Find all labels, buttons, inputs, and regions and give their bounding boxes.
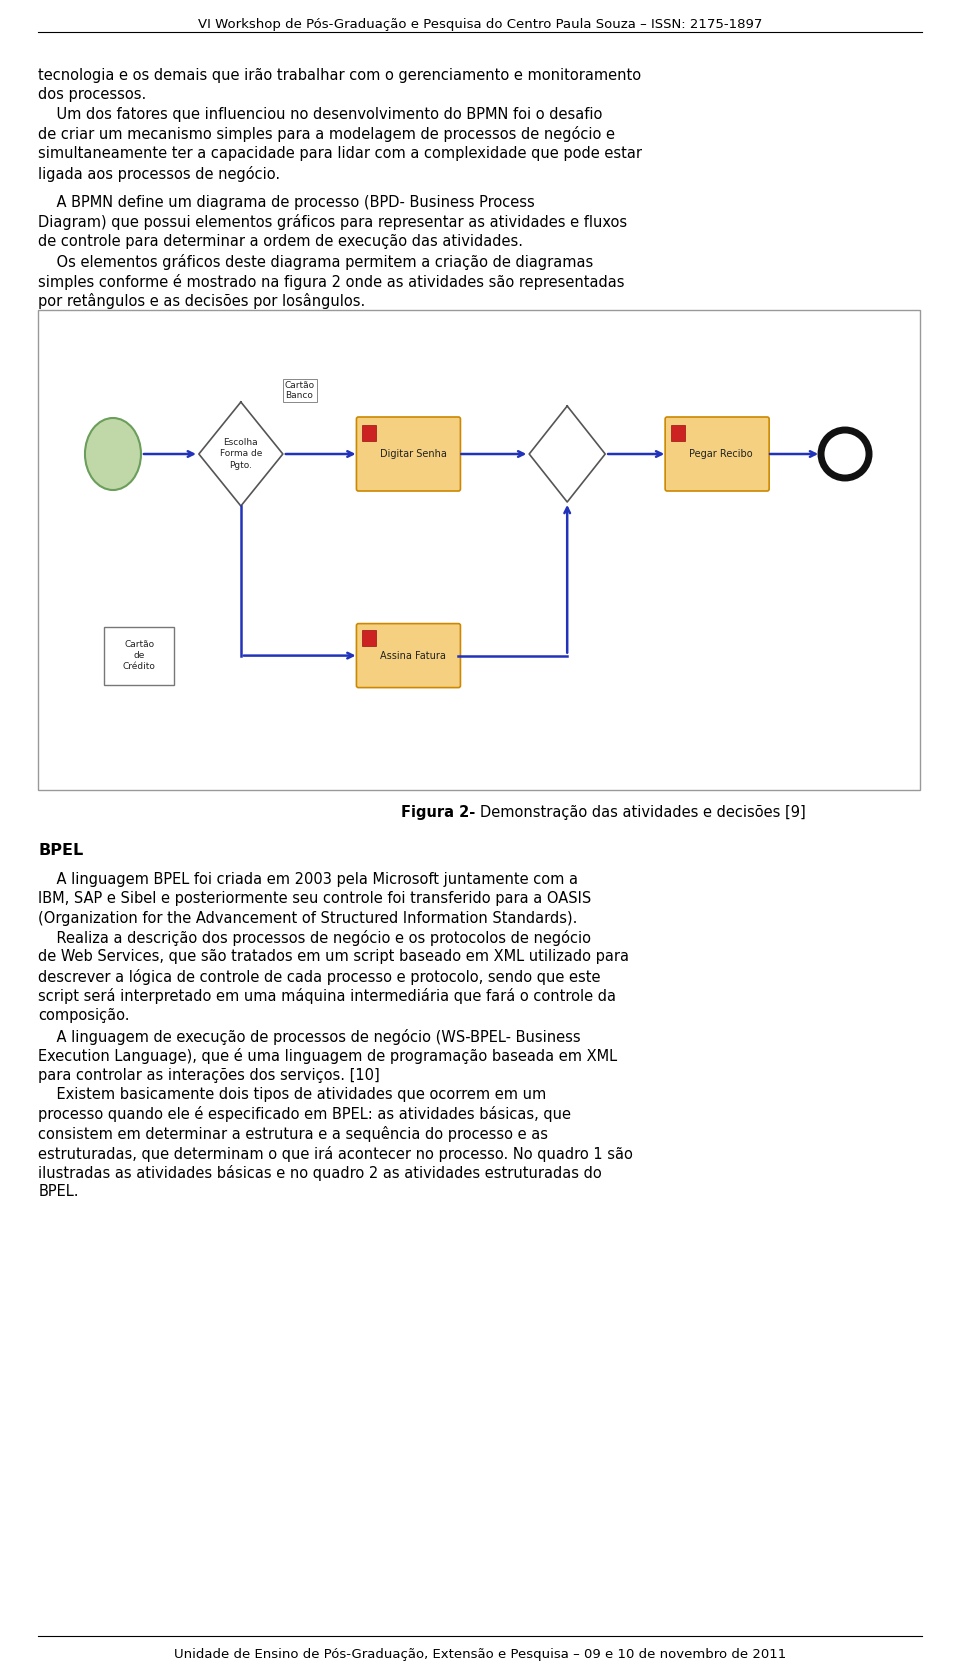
Text: Cartão
Banco: Cartão Banco [285, 381, 315, 399]
Text: dos processos.: dos processos. [38, 87, 147, 102]
Text: Os elementos gráficos deste diagrama permitem a criação de diagramas: Os elementos gráficos deste diagrama per… [38, 253, 593, 270]
FancyBboxPatch shape [363, 425, 376, 441]
Text: A linguagem de execução de processos de negócio (WS-BPEL- Business: A linguagem de execução de processos de … [38, 1029, 581, 1045]
FancyBboxPatch shape [105, 626, 175, 685]
FancyBboxPatch shape [363, 629, 376, 646]
Polygon shape [529, 406, 605, 502]
Text: de controle para determinar a ordem de execução das atividades.: de controle para determinar a ordem de e… [38, 233, 523, 248]
Text: Um dos fatores que influenciou no desenvolvimento do BPMN foi o desafio: Um dos fatores que influenciou no desenv… [38, 107, 603, 122]
Text: estruturadas, que determinam o que irá acontecer no processo. No quadro 1 são: estruturadas, que determinam o que irá a… [38, 1146, 634, 1161]
Text: tecnologia e os demais que irão trabalhar com o gerenciamento e monitoramento: tecnologia e os demais que irão trabalha… [38, 69, 641, 82]
Text: Figura 2-: Figura 2- [400, 805, 480, 821]
Text: Digitar Senha: Digitar Senha [380, 450, 447, 460]
Text: Execution Language), que é uma linguagem de programação baseada em XML: Execution Language), que é uma linguagem… [38, 1049, 617, 1064]
Text: BPEL.: BPEL. [38, 1185, 79, 1200]
Text: Demonstração das atividades e decisões [9]: Demonstração das atividades e decisões [… [480, 805, 805, 821]
Text: Diagram) que possui elementos gráficos para representar as atividades e fluxos: Diagram) que possui elementos gráficos p… [38, 215, 628, 230]
Text: ligada aos processos de negócio.: ligada aos processos de negócio. [38, 166, 280, 181]
Text: processo quando ele é especificado em BPEL: as atividades básicas, que: processo quando ele é especificado em BP… [38, 1106, 571, 1123]
Text: VI Workshop de Pós-Graduação e Pesquisa do Centro Paula Souza – ISSN: 2175-1897: VI Workshop de Pós-Graduação e Pesquisa … [198, 18, 762, 30]
Text: consistem em determinar a estrutura e a sequência do processo e as: consistem em determinar a estrutura e a … [38, 1126, 548, 1143]
Text: Assina Fatura: Assina Fatura [380, 651, 446, 661]
Text: por retângulos e as decisões por losângulos.: por retângulos e as decisões por losângu… [38, 294, 366, 309]
Text: para controlar as interações dos serviços. [10]: para controlar as interações dos serviço… [38, 1067, 380, 1082]
Text: de criar um mecanismo simples para a modelagem de processos de negócio e: de criar um mecanismo simples para a mod… [38, 126, 615, 143]
FancyBboxPatch shape [356, 418, 461, 492]
Text: A linguagem BPEL foi criada em 2003 pela Microsoft juntamente com a: A linguagem BPEL foi criada em 2003 pela… [38, 873, 578, 888]
Text: Pegar Recibo: Pegar Recibo [689, 450, 753, 460]
Ellipse shape [85, 418, 141, 490]
Ellipse shape [821, 430, 869, 478]
Text: IBM, SAP e Sibel e posteriormente seu controle foi transferido para a OASIS: IBM, SAP e Sibel e posteriormente seu co… [38, 891, 591, 906]
Text: script será interpretado em uma máquina intermediária que fará o controle da: script será interpretado em uma máquina … [38, 988, 616, 1005]
Text: Escolha
Forma de
Pgto.: Escolha Forma de Pgto. [220, 438, 262, 470]
Text: simples conforme é mostrado na figura 2 onde as atividades são representadas: simples conforme é mostrado na figura 2 … [38, 274, 625, 290]
Text: ilustradas as atividades básicas e no quadro 2 as atividades estruturadas do: ilustradas as atividades básicas e no qu… [38, 1165, 602, 1181]
FancyBboxPatch shape [356, 624, 461, 688]
Text: composição.: composição. [38, 1008, 130, 1024]
Text: Existem basicamente dois tipos de atividades que ocorrem em um: Existem basicamente dois tipos de ativid… [38, 1087, 546, 1102]
FancyBboxPatch shape [665, 418, 769, 492]
Text: Realiza a descrição dos processos de negócio e os protocolos de negócio: Realiza a descrição dos processos de neg… [38, 930, 591, 946]
Polygon shape [199, 403, 283, 507]
FancyBboxPatch shape [671, 425, 685, 441]
Text: A BPMN define um diagrama de processo (BPD- Business Process: A BPMN define um diagrama de processo (B… [38, 195, 535, 210]
Text: Unidade de Ensino de Pós-Graduação, Extensão e Pesquisa – 09 e 10 de novembro de: Unidade de Ensino de Pós-Graduação, Exte… [174, 1648, 786, 1661]
Bar [38, 310, 920, 790]
Text: (Organization for the Advancement of Structured Information Standards).: (Organization for the Advancement of Str… [38, 911, 578, 926]
Text: BPEL: BPEL [38, 842, 84, 857]
Text: Cartão
de
Crédito: Cartão de Crédito [123, 639, 156, 671]
Text: descrever a lógica de controle de cada processo e protocolo, sendo que este: descrever a lógica de controle de cada p… [38, 968, 601, 985]
Text: de Web Services, que são tratados em um script baseado em XML utilizado para: de Web Services, que são tratados em um … [38, 950, 630, 965]
Text: simultaneamente ter a capacidade para lidar com a complexidade que pode estar: simultaneamente ter a capacidade para li… [38, 146, 642, 161]
